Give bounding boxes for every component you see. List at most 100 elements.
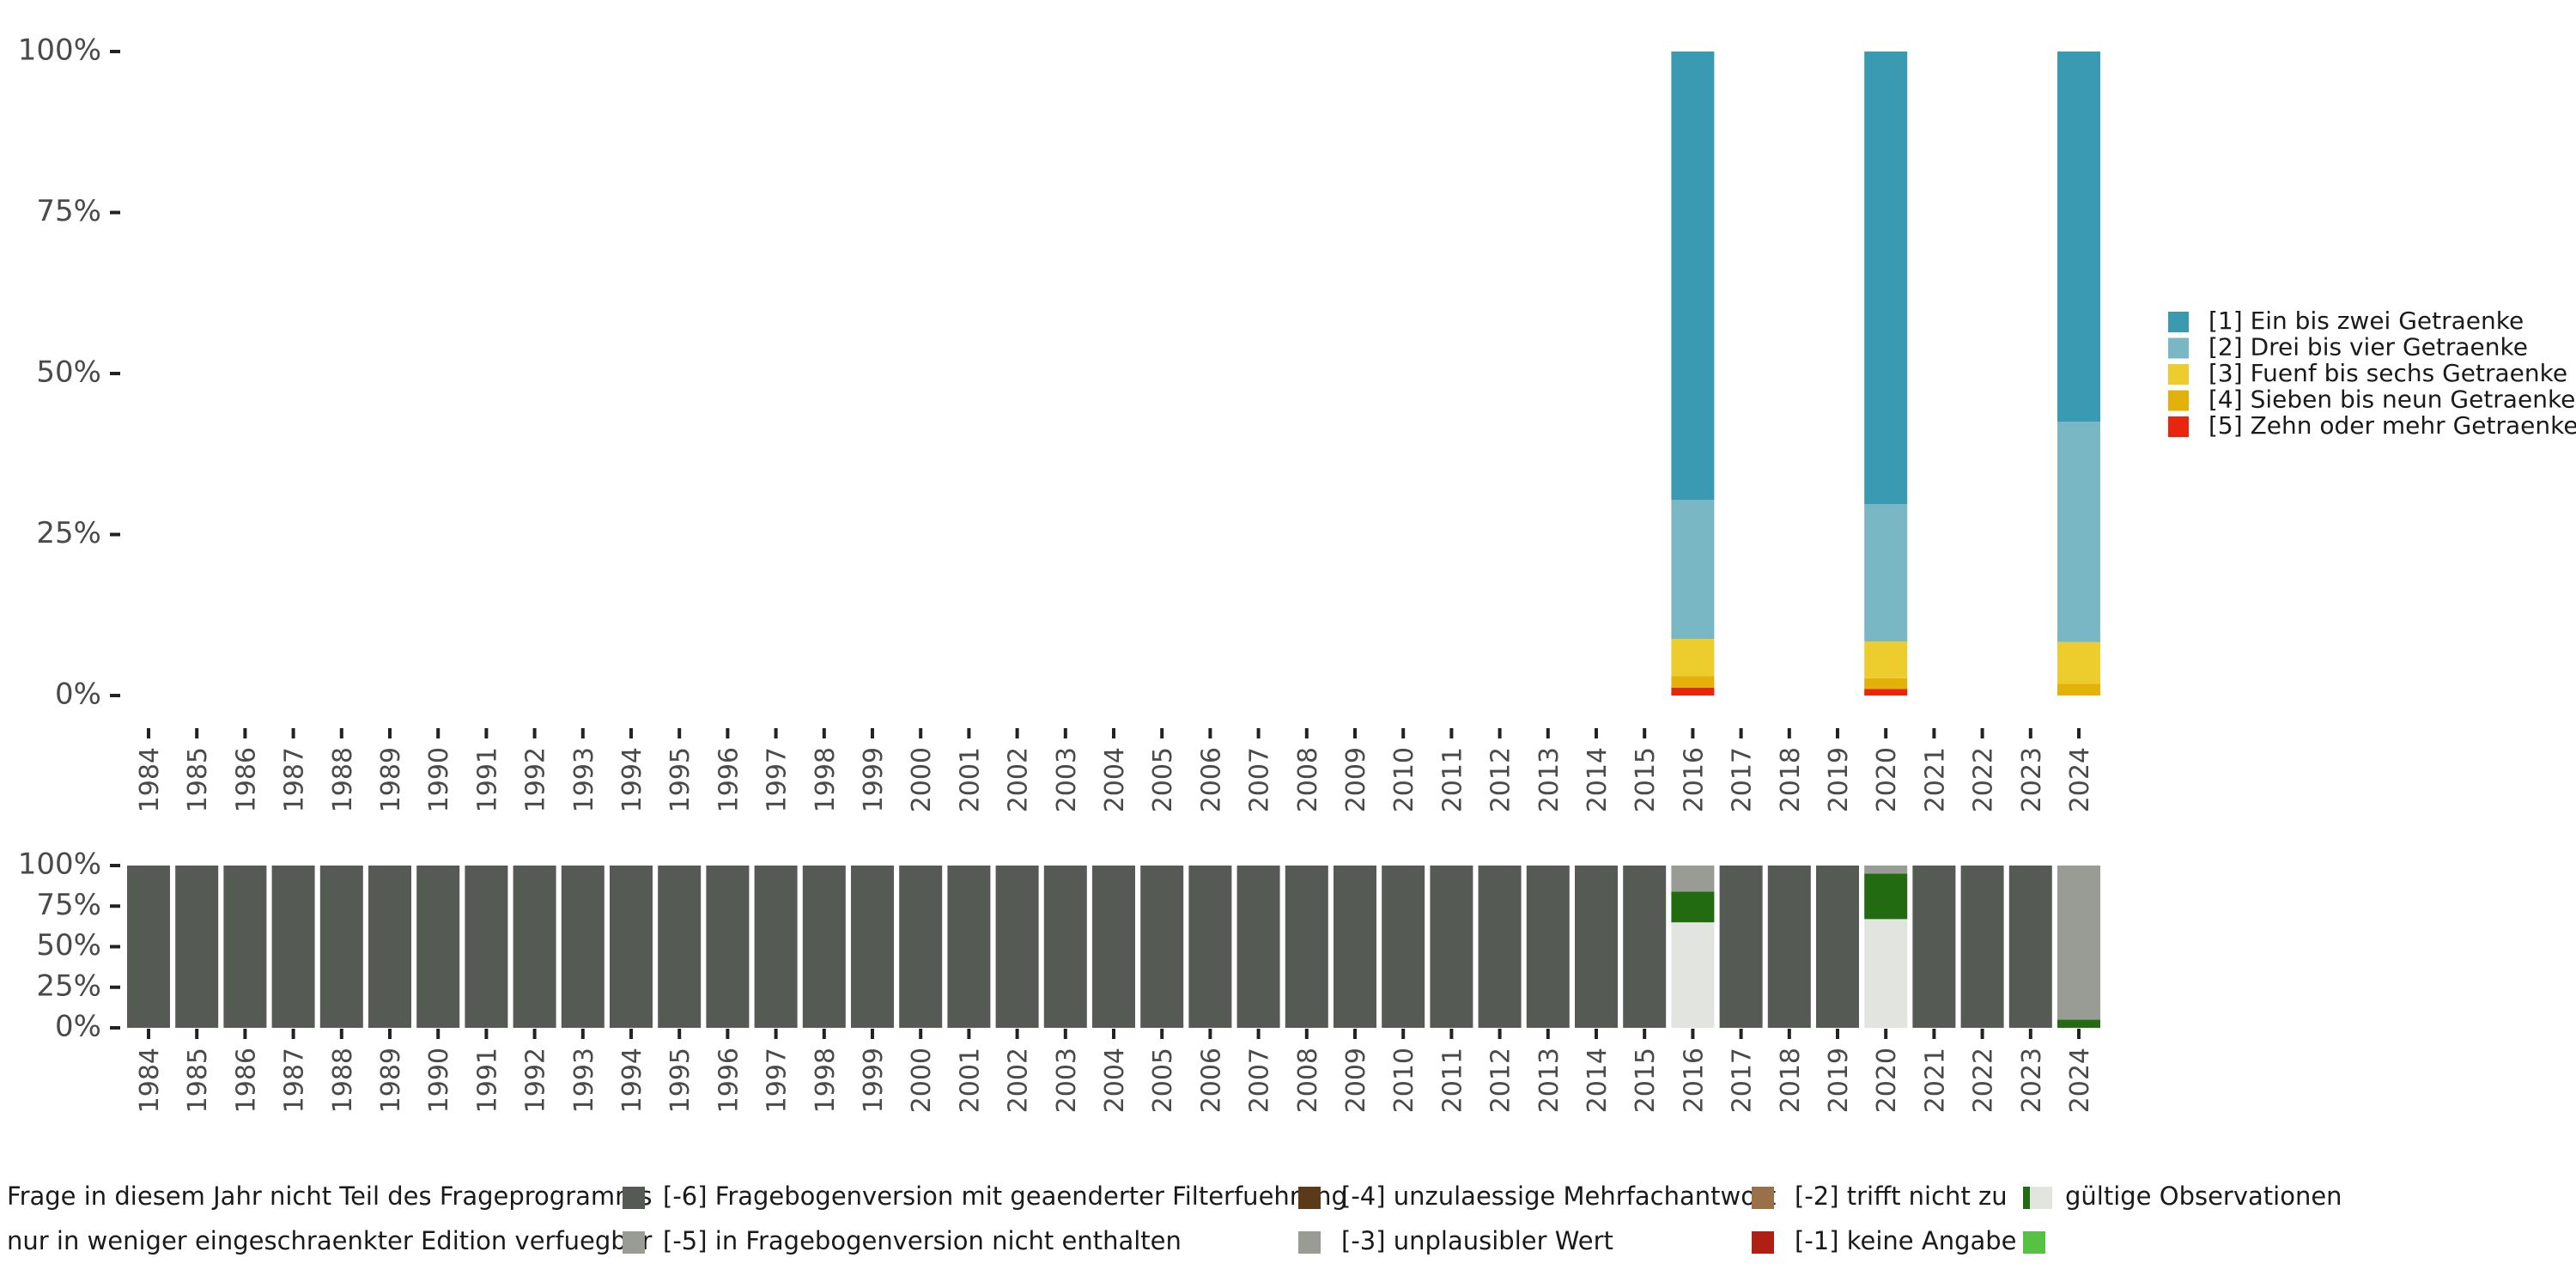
top-x-tick-label: 1993 <box>569 747 599 812</box>
top-x-tick-label: 1986 <box>231 747 261 812</box>
bottom-bar-segment <box>802 866 846 1028</box>
top-y-axis: 0% 25% 50% 75% 100% <box>18 33 120 712</box>
top-x-tick-label: 2013 <box>1534 747 1564 812</box>
top-x-tick-label: 2014 <box>1583 747 1613 812</box>
top-bar-segment <box>2057 52 2100 422</box>
bottom-bar-segment <box>1382 866 1425 1028</box>
top-x-tick-label: 2017 <box>1728 747 1758 812</box>
top-bar-segment <box>1671 52 1715 500</box>
top-x-tick-label: 1995 <box>665 747 696 812</box>
bottom-bar-segment <box>1719 866 1763 1028</box>
top-x-tick-label: 1996 <box>714 747 744 812</box>
bottom-bar-segment <box>851 866 894 1028</box>
top-legend-swatch <box>2168 312 2189 332</box>
top-x-tick-label: 2009 <box>1341 747 1371 812</box>
bottom-x-tick-label: 2022 <box>1969 1048 1999 1113</box>
bottom-bar-segment <box>175 866 219 1028</box>
bottom-x-tick-label: 2001 <box>955 1048 985 1113</box>
bottom-bar-segment <box>513 866 556 1028</box>
top-x-tick-label: 1997 <box>762 747 793 812</box>
bottom-legend-swatch <box>2030 1187 2052 1209</box>
bottom-bar-segment <box>1864 873 1908 920</box>
bottom-bar-segment <box>1285 866 1328 1028</box>
top-x-tick-label: 2023 <box>2017 747 2047 812</box>
bottom-legend-swatch <box>623 1231 645 1254</box>
bottom-bar-segment <box>1767 866 1811 1028</box>
top-bar-segment <box>1864 641 1908 678</box>
top-x-axis: 1984 1985 1986 1987 1988 1989 1990 1991 1992 1993… <box>135 728 2095 812</box>
bottom-bar-segment <box>465 866 508 1028</box>
top-bar-segment <box>2057 683 2100 696</box>
bottom-y-tick-label: 25% <box>36 969 101 1003</box>
bottom-y-tick-label: 0% <box>55 1010 101 1044</box>
top-x-tick-label: 2001 <box>955 747 985 812</box>
bottom-x-tick-label: 2020 <box>1872 1048 1902 1113</box>
top-x-tick-label: 2005 <box>1148 747 1178 812</box>
bottom-x-tick-label: 1988 <box>328 1048 358 1113</box>
top-legend-label: [4] Sieben bis neun Getraenke <box>2208 386 2575 414</box>
bottom-y-tick-label: 50% <box>36 928 101 963</box>
top-x-tick-label: 2016 <box>1679 747 1709 812</box>
bottom-legend-label: [-1] keine Angabe <box>1795 1226 2017 1255</box>
top-x-tick-label: 2021 <box>1920 747 1950 812</box>
bottom-bar-segment <box>1092 866 1135 1028</box>
top-x-tick-label: 1985 <box>183 747 213 812</box>
top-y-tick-label: 25% <box>36 516 101 550</box>
bottom-bar-segment <box>995 866 1039 1028</box>
bottom-legend-swatch <box>2023 1231 2045 1254</box>
bottom-x-tick-label: 2024 <box>2065 1048 2095 1113</box>
bottom-x-tick-label: 1997 <box>762 1048 793 1113</box>
bottom-x-tick-label: 2013 <box>1534 1048 1564 1113</box>
top-x-tick-label: 2020 <box>1872 747 1902 812</box>
bottom-bar-segment <box>1478 866 1522 1028</box>
bottom-legend-swatch <box>1752 1187 1774 1209</box>
top-x-tick-label: 1991 <box>472 747 502 812</box>
bottom-x-tick-label: 2016 <box>1679 1048 1709 1113</box>
top-x-tick-label: 1984 <box>135 747 165 812</box>
bottom-x-tick-label: 2007 <box>1245 1048 1275 1113</box>
bottom-bar-segment <box>1671 922 1715 1028</box>
bottom-x-tick-label: 2005 <box>1148 1048 1178 1113</box>
bottom-x-tick-label: 2009 <box>1341 1048 1371 1113</box>
bottom-legend-label: [-6] Fragebogenversion mit geaenderter F… <box>663 1182 1347 1211</box>
bottom-legend-label: nur in weniger eingeschraenkter Edition … <box>7 1226 652 1255</box>
top-x-tick-label: 2000 <box>907 747 937 812</box>
bottom-bar-segment <box>706 866 750 1028</box>
top-x-tick-label: 1987 <box>280 747 310 812</box>
bottom-bar-segment <box>1140 866 1184 1028</box>
top-x-tick-label: 2006 <box>1196 747 1226 812</box>
top-bar-segment <box>1671 500 1715 639</box>
bottom-x-tick-label: 2002 <box>1004 1048 1034 1113</box>
bottom-bar-segment <box>319 866 363 1028</box>
top-bar-segment <box>1864 677 1908 690</box>
bottom-legend: Frage in diesem Jahr nicht Teil des Frag… <box>7 1182 2342 1255</box>
bottom-bar-segment <box>1430 866 1473 1028</box>
top-x-tick-label: 2002 <box>1004 747 1034 812</box>
top-bar-segment <box>1671 688 1715 696</box>
bottom-bar-segment <box>1864 919 1908 1028</box>
top-x-tick-label: 1988 <box>328 747 358 812</box>
bottom-x-tick-label: 2015 <box>1631 1048 1661 1113</box>
bottom-x-tick-label: 2006 <box>1196 1048 1226 1113</box>
bottom-bar-segment <box>658 866 702 1028</box>
bottom-x-tick-label: 1998 <box>811 1048 841 1113</box>
bottom-legend-swatch <box>1752 1231 1774 1254</box>
bottom-legend-label: [-4] unzulaessige Mehrfachantwort <box>1341 1182 1776 1211</box>
bottom-x-tick-label: 1999 <box>859 1048 889 1113</box>
bottom-x-tick-label: 1991 <box>472 1048 502 1113</box>
top-bar-segment <box>1671 676 1715 688</box>
bottom-x-tick-label: 2014 <box>1583 1048 1613 1113</box>
top-x-tick-label: 1992 <box>521 747 551 812</box>
bottom-x-tick-label: 2010 <box>1389 1048 1419 1113</box>
bottom-legend-label: [-5] in Fragebogenversion nicht enthalte… <box>663 1226 1182 1255</box>
bottom-bar-segment <box>1526 866 1570 1028</box>
bottom-x-tick-label: 2011 <box>1437 1048 1467 1113</box>
bottom-x-tick-label: 2021 <box>1920 1048 1950 1113</box>
bottom-x-tick-label: 2008 <box>1293 1048 1323 1113</box>
bottom-bar-segment <box>1334 866 1376 1028</box>
top-bar-segment <box>2057 422 2100 642</box>
bottom-legend-label: gültige Observationen <box>2065 1182 2342 1211</box>
bottom-x-tick-label: 1989 <box>376 1048 406 1113</box>
top-legend-swatch <box>2168 337 2189 359</box>
